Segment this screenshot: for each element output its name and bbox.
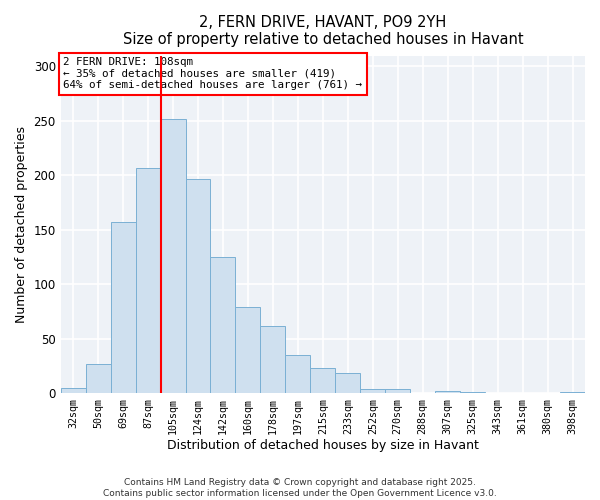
Bar	[110, 222, 136, 393]
Bar	[185, 178, 211, 393]
Bar	[310, 368, 335, 393]
Bar	[86, 364, 110, 393]
Bar	[460, 392, 485, 393]
Bar	[136, 168, 161, 393]
Bar	[385, 388, 410, 393]
Bar	[211, 257, 235, 393]
Bar	[335, 374, 360, 393]
Bar	[235, 307, 260, 393]
Bar	[435, 391, 460, 393]
Bar	[286, 355, 310, 393]
Y-axis label: Number of detached properties: Number of detached properties	[15, 126, 28, 323]
Bar	[360, 388, 385, 393]
Bar	[61, 388, 86, 393]
Text: Contains HM Land Registry data © Crown copyright and database right 2025.
Contai: Contains HM Land Registry data © Crown c…	[103, 478, 497, 498]
X-axis label: Distribution of detached houses by size in Havant: Distribution of detached houses by size …	[167, 440, 479, 452]
Bar	[260, 326, 286, 393]
Bar	[161, 118, 185, 393]
Title: 2, FERN DRIVE, HAVANT, PO9 2YH
Size of property relative to detached houses in H: 2, FERN DRIVE, HAVANT, PO9 2YH Size of p…	[122, 15, 523, 48]
Text: 2 FERN DRIVE: 108sqm
← 35% of detached houses are smaller (419)
64% of semi-deta: 2 FERN DRIVE: 108sqm ← 35% of detached h…	[63, 57, 362, 90]
Bar	[560, 392, 585, 393]
